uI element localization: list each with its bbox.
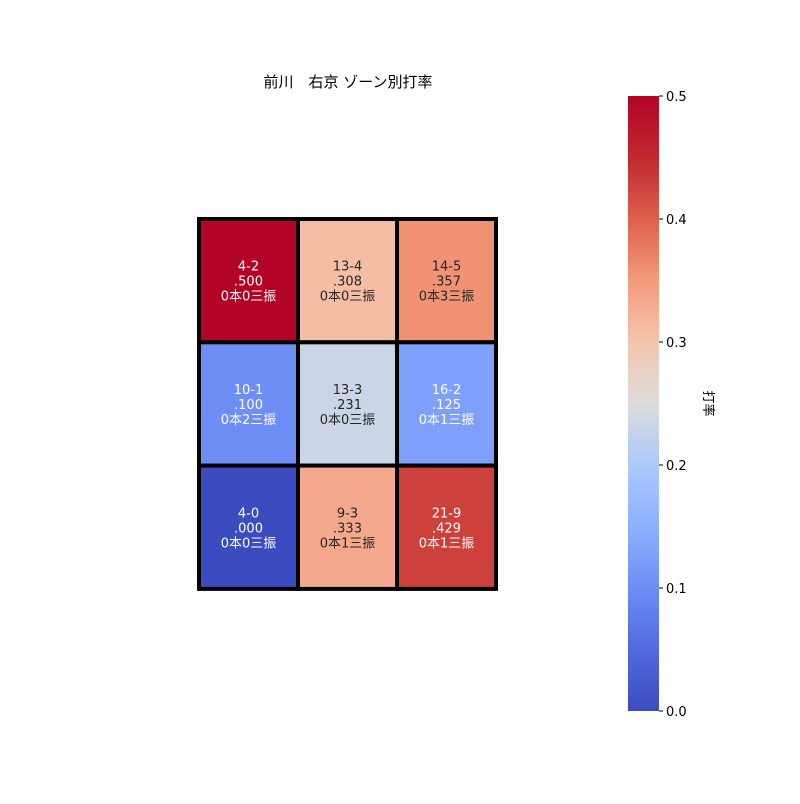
colorbar-tick-label: 0.2	[666, 459, 687, 474]
colorbar-tick-label: 0.1	[666, 582, 687, 597]
cell-record-label: 10-1	[234, 383, 264, 398]
chart-title: 前川 右京 ゾーン別打率	[263, 73, 432, 91]
cell-average-label: .125	[432, 398, 461, 413]
heatmap-cell-rect	[296, 463, 399, 591]
cell-record-label: 16-2	[432, 383, 462, 398]
cell-average-label: .500	[234, 275, 263, 290]
cell-average-label: .333	[333, 521, 362, 536]
colorbar-tick-label: 0.3	[666, 336, 687, 351]
cell-record-label: 4-2	[238, 260, 259, 275]
colorbar-tick-label: 0.5	[666, 90, 687, 105]
heatmap-cell-rect	[197, 217, 300, 345]
heatmap-cell-rect	[197, 463, 300, 591]
cell-average-label: .308	[333, 275, 362, 290]
cell-average-label: .357	[432, 275, 461, 290]
cell-record-label: 21-9	[432, 506, 462, 521]
cell-hr-strikeout-label: 0本0三振	[320, 413, 376, 428]
cell-hr-strikeout-label: 0本0三振	[221, 290, 277, 305]
cell-record-label: 4-0	[238, 506, 259, 521]
heatmap-cell-rect	[395, 340, 498, 468]
colorbar-gradient	[628, 96, 659, 711]
cell-hr-strikeout-label: 0本1三振	[419, 536, 475, 551]
colorbar-tick-label: 0.0	[666, 705, 687, 720]
cell-average-label: .231	[333, 398, 362, 413]
heatmap-cells: 4-2.5000本0三振13-4.3080本0三振14-5.3570本3三振10…	[197, 217, 498, 591]
cell-hr-strikeout-label: 0本0三振	[221, 536, 277, 551]
cell-hr-strikeout-label: 0本1三振	[320, 536, 376, 551]
cell-hr-strikeout-label: 0本2三振	[221, 413, 277, 428]
cell-record-label: 14-5	[432, 260, 462, 275]
cell-hr-strikeout-label: 0本1三振	[419, 413, 475, 428]
colorbar-label: 打率	[700, 390, 716, 416]
cell-average-label: .000	[234, 521, 263, 536]
colorbar: 0.0 0.1 0.2 0.3 0.4 0.5 打率	[628, 90, 716, 720]
cell-average-label: .100	[234, 398, 263, 413]
cell-record-label: 13-3	[333, 383, 363, 398]
cell-record-label: 9-3	[337, 506, 358, 521]
cell-hr-strikeout-label: 0本3三振	[419, 290, 475, 305]
cell-record-label: 13-4	[333, 260, 363, 275]
heatmap-cell-rect	[395, 463, 498, 591]
cell-average-label: .429	[432, 521, 461, 536]
colorbar-tick-label: 0.4	[666, 213, 687, 228]
cell-hr-strikeout-label: 0本0三振	[320, 290, 376, 305]
